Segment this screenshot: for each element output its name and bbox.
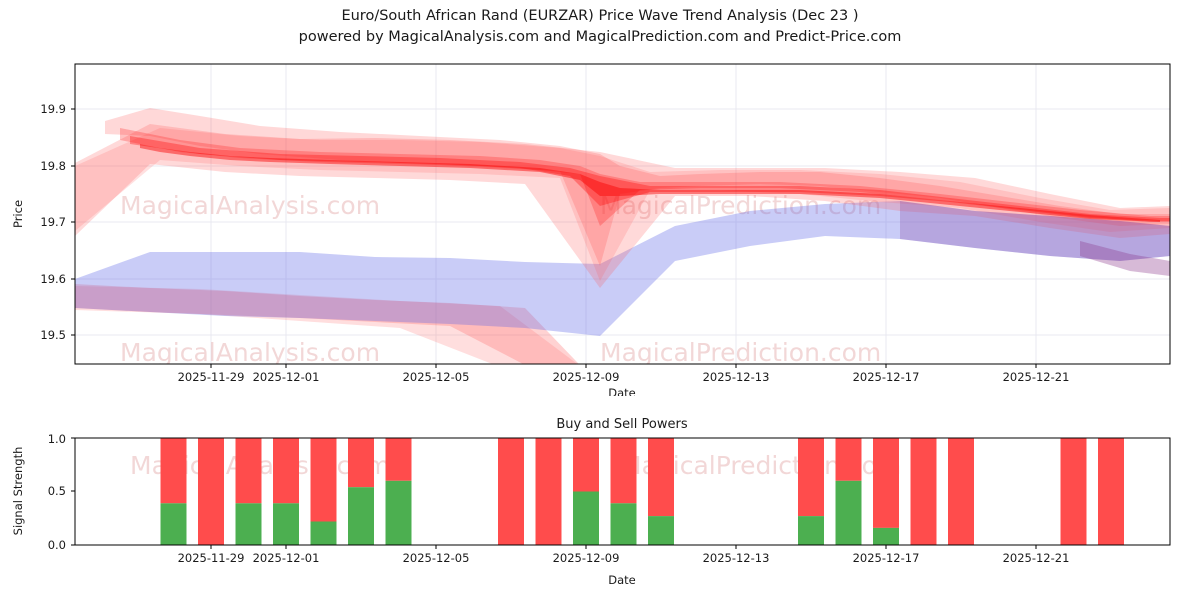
y-tick-label: 1.0 — [48, 432, 66, 446]
title-line-1: Euro/South African Rand (EURZAR) Price W… — [341, 8, 859, 24]
y-axis-bottom: 0.0 0.5 1.0 Signal Strength — [11, 432, 75, 552]
y-axis-title-bottom: Signal Strength — [11, 447, 25, 536]
x-tick-label: 2025-12-05 — [403, 551, 470, 565]
y-tick-label: 19.9 — [40, 102, 66, 116]
sell-power-bar — [910, 438, 937, 545]
price-wave-chart: MagicalAnalysis.com MagicalPrediction.co… — [11, 63, 1171, 396]
sell-power-bar — [535, 438, 562, 545]
grid-horizontal — [75, 108, 1170, 336]
overlap-region — [900, 201, 1170, 276]
y-tick-label: 0.5 — [48, 484, 66, 498]
x-tick-label: 2025-12-01 — [253, 551, 320, 565]
sell-power-bar — [198, 438, 224, 545]
x-axis-bottom: 2025-11-29 2025-12-01 2025-12-05 2025-12… — [178, 545, 1070, 587]
sell-power-bar — [798, 438, 824, 517]
plot-border — [74, 63, 1171, 365]
x-axis-top: 2025-11-29 2025-12-01 2025-12-05 2025-12… — [178, 364, 1070, 396]
x-tick-label: 2025-12-17 — [853, 551, 920, 565]
x-tick-label: 2025-12-09 — [553, 370, 620, 384]
buy-power-bar — [648, 516, 674, 545]
buy-power-bar — [798, 516, 824, 545]
buy-power-bar — [610, 503, 637, 545]
buy-power-bar — [310, 521, 337, 545]
x-tick-label: 2025-12-21 — [1003, 370, 1070, 384]
buy-power-bar — [160, 503, 187, 545]
sell-power-bar — [873, 438, 899, 528]
y-tick-label: 19.7 — [40, 215, 66, 229]
blue-band-group — [75, 201, 1170, 336]
sell-power-bar — [273, 438, 299, 504]
bars-layer — [160, 438, 1124, 545]
sell-power-bar — [310, 438, 337, 522]
buy-power-bar — [385, 480, 412, 545]
watermark-text: MagicalAnalysis.com — [120, 338, 380, 367]
sell-power-bar — [348, 438, 374, 488]
x-tick-label: 2025-12-21 — [1003, 551, 1070, 565]
sell-power-bar — [835, 438, 862, 481]
x-tick-label: 2025-12-05 — [403, 370, 470, 384]
buy-power-bar — [348, 487, 374, 545]
sell-power-bar — [235, 438, 262, 504]
buy-sell-powers-chart: Buy and Sell Powers MagicalAnalysis.com … — [11, 417, 1171, 587]
title-line-2: powered by MagicalAnalysis.com and Magic… — [298, 29, 902, 45]
red-upper-band-group — [75, 108, 1170, 288]
sell-power-bar — [1060, 438, 1087, 545]
x-axis-title-bottom: Date — [608, 573, 636, 587]
sell-power-bar — [948, 438, 974, 545]
y-tick-label: 19.8 — [40, 159, 66, 173]
sell-power-bar — [498, 438, 524, 545]
sell-power-bar — [160, 438, 187, 504]
x-tick-label: 2025-12-17 — [853, 370, 920, 384]
buy-power-bar — [573, 491, 599, 545]
y-tick-label: 19.6 — [40, 272, 66, 286]
red-lower-band-group — [75, 284, 579, 364]
buy-power-bar — [835, 480, 862, 545]
x-tick-label: 2025-12-09 — [553, 551, 620, 565]
grid-vertical — [210, 64, 1037, 364]
watermark-text: MagicalPrediction.com — [600, 338, 881, 367]
y-tick-label: 0.0 — [48, 538, 66, 552]
x-tick-label: 2025-11-29 — [178, 370, 245, 384]
x-tick-label: 2025-12-13 — [703, 551, 770, 565]
x-axis-title: Date — [608, 386, 636, 396]
y-axis-title: Price — [11, 200, 25, 228]
page-title: Euro/South African Rand (EURZAR) Price W… — [0, 6, 1200, 48]
sell-power-bar — [573, 438, 599, 492]
y-axis-top: 19.5 19.6 19.7 19.8 19.9 Price — [11, 102, 75, 342]
x-tick-label: 2025-11-29 — [178, 551, 245, 565]
sell-power-bar — [385, 438, 412, 481]
y-tick-label: 19.5 — [40, 328, 66, 342]
sell-power-bar — [1098, 438, 1124, 545]
x-tick-label: 2025-12-01 — [253, 370, 320, 384]
watermark-text: MagicalPrediction.com — [600, 191, 881, 220]
buy-power-bar — [235, 503, 262, 545]
sell-power-bar — [648, 438, 674, 517]
sell-power-bar — [610, 438, 637, 504]
bottom-chart-title: Buy and Sell Powers — [556, 417, 687, 432]
buy-power-bar — [273, 503, 299, 545]
watermark-text: MagicalAnalysis.com — [120, 191, 380, 220]
watermark-group-top: MagicalAnalysis.com MagicalPrediction.co… — [120, 191, 881, 367]
x-tick-label: 2025-12-13 — [703, 370, 770, 384]
plot-area-background — [75, 64, 1170, 364]
buy-power-bar — [873, 527, 899, 545]
